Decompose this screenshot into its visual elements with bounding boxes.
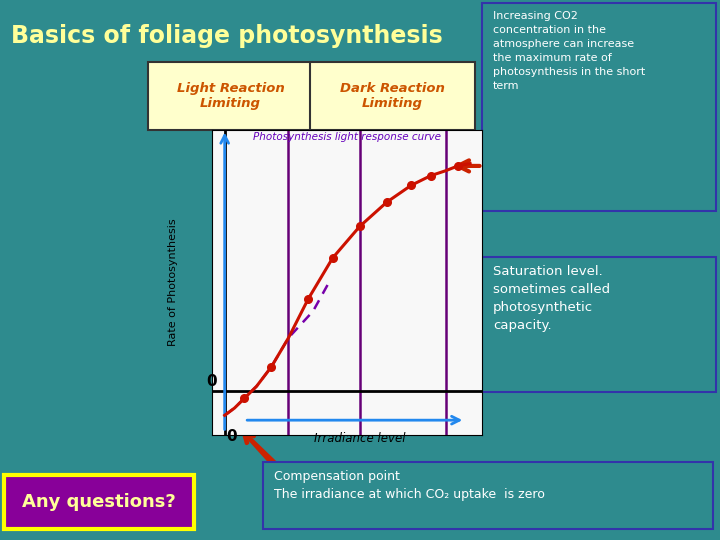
Text: Photosynthetic efficiency:
Increase in photosynthesis per
increase in irradiance: Photosynthetic efficiency: Increase in p… [266,302,472,352]
Text: Light Reaction
Limiting: Light Reaction Limiting [176,82,284,110]
Text: Dark Reaction
Limiting: Dark Reaction Limiting [340,82,445,110]
Text: Photosynthesis light response curve: Photosynthesis light response curve [253,132,441,141]
FancyBboxPatch shape [310,62,475,130]
Text: Any questions?: Any questions? [22,493,176,511]
FancyBboxPatch shape [148,62,313,130]
FancyBboxPatch shape [256,294,479,383]
Text: Compensation point
The irradiance at which CO₂ uptake  is zero: Compensation point The irradiance at whi… [274,470,544,501]
Text: Saturation level.
sometimes called
photosynthetic
capacity.: Saturation level. sometimes called photo… [493,265,611,332]
FancyBboxPatch shape [4,475,194,529]
FancyBboxPatch shape [482,256,716,392]
Text: Basics of foliage photosynthesis: Basics of foliage photosynthesis [11,24,443,48]
Text: 0: 0 [207,374,217,389]
Text: Increasing CO2
concentration in the
atmosphere can increase
the maximum rate of
: Increasing CO2 concentration in the atmo… [493,11,645,91]
Text: Irradiance level: Irradiance level [314,432,405,445]
Text: 0: 0 [227,429,238,444]
Text: Rate of Photosynthesis: Rate of Photosynthesis [168,218,178,346]
FancyBboxPatch shape [482,3,716,211]
FancyBboxPatch shape [263,462,713,529]
